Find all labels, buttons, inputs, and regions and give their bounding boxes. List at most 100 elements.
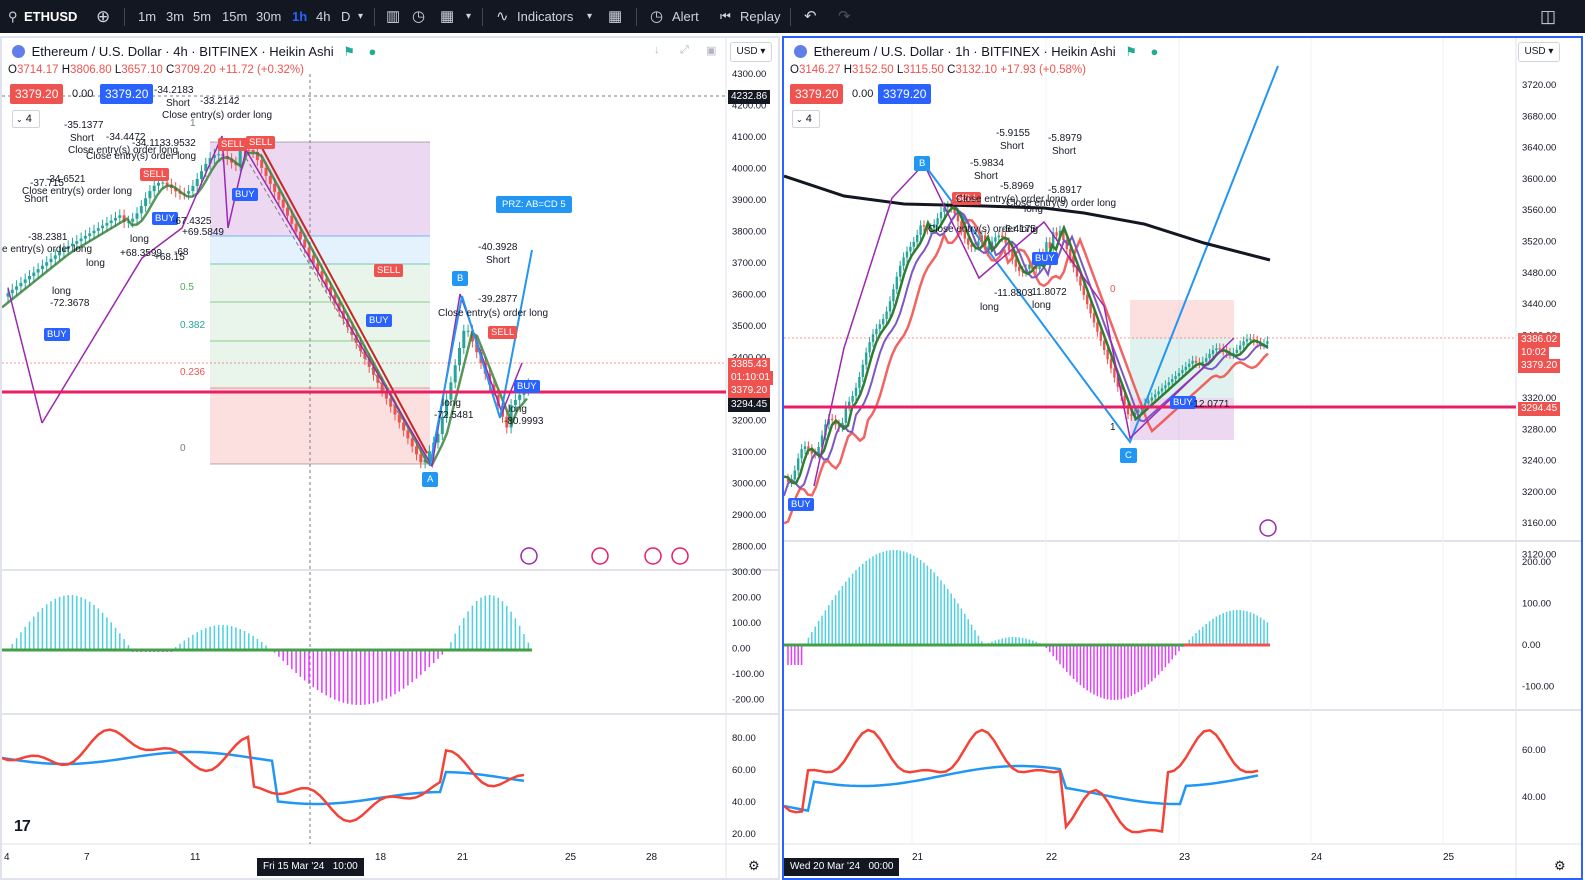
interval-1m[interactable]: 1m xyxy=(138,9,157,24)
fullscreen-icon[interactable]: ▣ xyxy=(706,45,717,57)
candle xyxy=(953,207,956,214)
interval-d[interactable]: D xyxy=(341,9,351,24)
interval-3m[interactable]: 3m xyxy=(166,9,185,24)
interval-30m[interactable]: 30m xyxy=(256,9,282,24)
candle xyxy=(6,293,10,297)
indicators-chevron-down-icon[interactable]: ▾ xyxy=(587,11,593,22)
candle xyxy=(320,271,324,280)
candle xyxy=(1007,242,1011,251)
currency-select[interactable]: USD ▾ xyxy=(1518,42,1560,62)
candle xyxy=(329,287,332,296)
pattern-point-b: B xyxy=(914,156,931,171)
interval-15m[interactable]: 15m xyxy=(222,9,248,24)
strategy-annotation: -11.8803 xyxy=(994,288,1033,299)
candle xyxy=(19,282,23,287)
time-tick-label: 28 xyxy=(646,852,658,863)
price-tick-label: 3560.00 xyxy=(1522,205,1556,216)
buy-price-button[interactable]: 3379.20 xyxy=(100,84,154,104)
undo-icon[interactable]: ↶ xyxy=(804,8,817,25)
candle xyxy=(109,220,113,224)
candle xyxy=(384,390,388,399)
last-price-label: 3386.02 xyxy=(1518,333,1561,347)
sell-price-button[interactable]: 3379.20 xyxy=(10,84,64,104)
candle xyxy=(858,377,861,388)
fib-zone xyxy=(210,236,430,264)
candle xyxy=(1113,368,1116,378)
chart-panel-1h[interactable]: 3720.00 3680.00 3640.00 3600.00 3560.00 3520.… xyxy=(782,36,1583,880)
alert-clock-icon[interactable]: ◷ xyxy=(650,8,664,25)
osc-tick-label: 40.00 xyxy=(1522,792,1546,803)
interval-1h[interactable]: 1h xyxy=(292,9,308,24)
chart-panel-4h[interactable]: 4300.00 4200.00 4100.00 4000.00 3900.00 3800.… xyxy=(0,36,780,880)
interval-4h[interactable]: 4h xyxy=(316,9,331,24)
candle xyxy=(88,233,92,236)
strategy-annotation: +68.3599 xyxy=(120,248,162,259)
strategy-annotation: -80.9993 xyxy=(504,416,544,427)
price-tick-label: 3320.00 xyxy=(1522,393,1556,404)
templates-grid-icon[interactable]: ▦ xyxy=(608,8,623,25)
quantity-stepper[interactable]: ⌄ 4 xyxy=(792,110,820,128)
strategy-annotation: Short xyxy=(974,171,998,182)
candle xyxy=(230,159,234,163)
candle xyxy=(1167,382,1170,386)
candle xyxy=(1154,394,1157,398)
indicators-button[interactable]: Indicators xyxy=(517,9,574,24)
candle xyxy=(165,182,169,185)
candle xyxy=(824,424,827,436)
candle xyxy=(797,458,800,471)
candle xyxy=(273,183,277,192)
bars-type-icon[interactable]: ▦ xyxy=(440,8,455,25)
quantity-stepper[interactable]: ⌄ 4 xyxy=(12,110,40,128)
replay-button[interactable]: Replay xyxy=(740,9,781,24)
strategy-annotation: Short xyxy=(1052,146,1076,157)
candle xyxy=(208,158,212,164)
flag-icon[interactable]: ⚑ xyxy=(343,44,355,59)
candle xyxy=(187,191,191,194)
chart-canvas-right[interactable]: 3720.00 3680.00 3640.00 3600.00 3560.00 3520.… xyxy=(784,38,1583,880)
layout-panels-icon[interactable]: ◫ xyxy=(1540,7,1557,26)
strategy-annotation: Close entry(s) order long xyxy=(86,151,197,162)
indicators-icon[interactable]: ∿ xyxy=(496,8,509,25)
prz-label: PRZ: AB=CD 5 xyxy=(496,196,572,213)
time-tick-label: 11 xyxy=(190,852,201,863)
chart-type-chevron-down-icon[interactable]: ▾ xyxy=(466,11,472,22)
symbol-search-icon[interactable]: ⚲ xyxy=(8,9,18,24)
alert-button[interactable]: Alert xyxy=(672,9,699,24)
flag-icon[interactable]: ⚑ xyxy=(1125,44,1137,59)
maximize-icon[interactable]: ⤢ xyxy=(680,44,689,56)
symbol-label[interactable]: ETHUSD xyxy=(24,9,78,24)
fib-level-label: 0 xyxy=(1110,284,1116,295)
currency-select[interactable]: USD ▾ xyxy=(730,42,772,62)
signal-tag: BUY xyxy=(152,212,178,225)
strategy-annotation: long xyxy=(442,398,461,409)
strategy-annotation: Short xyxy=(486,255,510,266)
candle xyxy=(445,399,449,417)
candle xyxy=(10,289,14,294)
chart-canvas-left[interactable]: 4300.004200.004100.004000.003900.003800.… xyxy=(2,38,780,880)
candle xyxy=(66,246,70,249)
scroll-down-icon[interactable]: ↓ xyxy=(654,44,660,56)
candle xyxy=(303,239,307,248)
candle xyxy=(841,422,844,427)
time-tick-label: 24 xyxy=(1311,852,1323,863)
settings-gear-icon[interactable]: ⚙ xyxy=(1554,858,1566,873)
symbol-logo-icon xyxy=(12,45,25,58)
settings-gear-icon[interactable]: ⚙ xyxy=(748,858,760,873)
market-status-icon: ● xyxy=(1150,44,1159,59)
buy-price-button[interactable]: 3379.20 xyxy=(878,84,932,104)
abcd-pattern-line xyxy=(923,65,1279,445)
strategy-annotation: -39.2877 xyxy=(478,294,518,305)
candle xyxy=(1116,377,1119,387)
candle xyxy=(960,221,963,231)
interval-5m[interactable]: 5m xyxy=(193,9,212,24)
candle-type-icon[interactable]: ▥ xyxy=(386,8,401,25)
interval-chevron-down-icon[interactable]: ▾ xyxy=(358,11,364,22)
chart-type-icon[interactable]: ◷ xyxy=(412,8,426,25)
sell-price-button[interactable]: 3379.20 xyxy=(790,84,844,104)
compare-add-icon[interactable]: ⊕ xyxy=(96,7,111,26)
redo-icon[interactable]: ↷ xyxy=(838,8,851,25)
candle xyxy=(1174,376,1177,380)
replay-rewind-icon[interactable]: ⏮ xyxy=(720,9,731,23)
moving-average-line xyxy=(252,147,428,454)
fib-level-label: 0 xyxy=(180,443,186,454)
